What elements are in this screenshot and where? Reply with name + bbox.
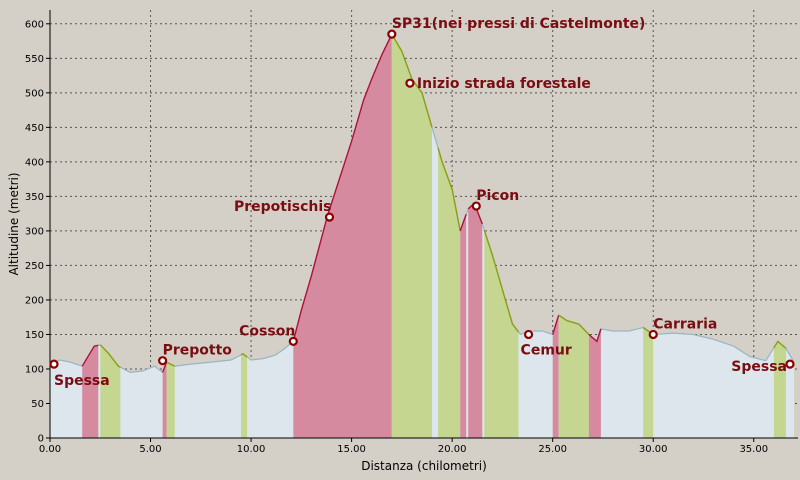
climb-segment-line (292, 33, 393, 342)
climb-segment-line (81, 344, 99, 367)
waypoint-label: Inizio strada forestale (417, 76, 591, 92)
y-tick-label: 350 (25, 192, 44, 203)
descent-segment-line (558, 314, 590, 335)
descent-segment (391, 34, 432, 438)
descent-segment (100, 344, 121, 438)
x-tick-label: 0.00 (39, 444, 61, 455)
y-tick-label: 150 (25, 330, 44, 341)
waypoint-label: SP31(nei pressi di Castelmonte) (392, 16, 646, 32)
waypoint-label: Spessa (54, 373, 110, 389)
waypoint-label: Cemur (521, 342, 572, 358)
waypoint-marker (785, 359, 795, 369)
y-tick-label: 250 (25, 261, 44, 272)
descent-segment (166, 362, 175, 438)
y-tick-label: 200 (25, 295, 44, 306)
y-tick-label: 400 (25, 157, 44, 168)
waypoint-layer: Spessa Prepotto Cosson Prepotischis SP31(nei… (49, 16, 795, 389)
x-tick-label: 20.00 (438, 444, 467, 455)
waypoint-marker (158, 356, 168, 366)
y-tick-label: 300 (25, 226, 44, 237)
descent-segment (438, 148, 461, 438)
waypoint-label: Cosson (239, 323, 295, 339)
descent-segment (484, 230, 519, 438)
x-axis-title: Distanza (chilometri) (361, 459, 487, 473)
climb-segment (588, 328, 601, 438)
climb-segment (552, 315, 559, 438)
waypoint-label: Prepotto (163, 343, 233, 359)
descent-segment-line (437, 147, 461, 232)
y-axis-title: Altitudine (metri) (7, 172, 21, 275)
segment-layer (82, 34, 786, 438)
descent-segment-line (483, 229, 520, 333)
climb-segment-line (588, 328, 602, 343)
y-tick-label: 550 (25, 54, 44, 65)
climb-segment (460, 214, 467, 438)
y-tick-label: 600 (25, 19, 44, 30)
x-tick-label: 15.00 (337, 444, 366, 455)
x-axis-ticks: 0.00 5.00 10.00 15.00 20.00 25.00 30.00 35.00 (39, 438, 768, 455)
climb-segment (293, 34, 392, 438)
climb-segment (468, 203, 483, 438)
x-tick-label: 30.00 (639, 444, 668, 455)
descent-segment-line (391, 33, 433, 128)
climb-segment-line (459, 214, 467, 232)
x-tick-label: 10.00 (237, 444, 266, 455)
descent-segment-line (773, 340, 787, 349)
descent-segment-line (166, 361, 176, 367)
climb-segment (162, 362, 167, 438)
waypoint-marker (405, 78, 415, 88)
waypoint-marker (523, 329, 534, 340)
line-layer (49, 32, 795, 374)
waypoint-label: Carraria (653, 316, 717, 332)
x-tick-label: 25.00 (538, 444, 567, 455)
descent-segment (241, 353, 248, 438)
waypoint-label: Prepotischis (234, 199, 332, 215)
descent-segment (773, 341, 786, 438)
y-tick-label: 100 (25, 364, 44, 375)
climb-segment (82, 345, 99, 438)
descent-segment-line (240, 352, 248, 358)
waypoint-marker (49, 359, 59, 369)
waypoint-marker (324, 212, 335, 222)
waypoint-label: Picon (476, 188, 519, 204)
y-tick-label: 500 (25, 88, 44, 99)
x-tick-label: 35.00 (739, 444, 768, 455)
waypoint-marker (387, 29, 397, 39)
waypoint-marker (288, 336, 298, 346)
y-tick-label: 450 (25, 123, 44, 134)
waypoint-marker (471, 201, 481, 211)
x-tick-label: 5.00 (139, 444, 161, 455)
descent-segment-line (99, 344, 121, 368)
climb-segment-line (552, 314, 560, 335)
waypoint-label: Spessa (731, 359, 787, 375)
descent-segment (558, 315, 589, 438)
y-tick-label: 0 (38, 434, 44, 445)
y-tick-label: 50 (31, 399, 44, 410)
y-axis-ticks: 0 50 100 150 200 250 300 350 400 450 500 550 600 (25, 19, 50, 445)
descent-segment (643, 327, 654, 438)
waypoint-marker (648, 329, 658, 340)
